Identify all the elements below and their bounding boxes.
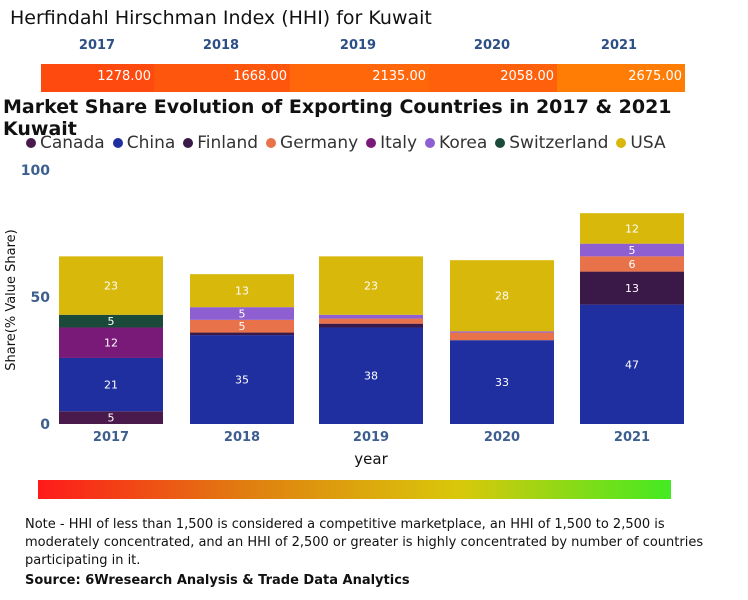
- stacked-bar-chart: 0 50 100 Share(% Value Share) 5 21 12 5 23 2017 35…: [4, 163, 684, 468]
- data-label: 12: [104, 337, 118, 350]
- hhi-value: 2135.00: [372, 69, 426, 84]
- legend-item-italy[interactable]: Italy: [366, 133, 417, 153]
- legend-swatch: [366, 138, 377, 148]
- legend-item-switzerland[interactable]: Switzerland: [495, 133, 608, 153]
- legend-swatch: [112, 138, 123, 148]
- legend-item-canada[interactable]: Canada: [26, 133, 105, 153]
- legend-label: USA: [630, 133, 666, 153]
- x-axis-label: year: [354, 450, 388, 468]
- x-tick-label: 2020: [484, 430, 520, 445]
- hhi-year-2018: 2018: [202, 38, 240, 53]
- legend-label: China: [126, 133, 176, 153]
- x-tick-label: 2019: [353, 430, 389, 445]
- bar-segment-germany-2018: [190, 319, 294, 333]
- bar-segment-china-2020: [450, 340, 554, 424]
- legend-label: Canada: [40, 133, 105, 153]
- hhi-value: 1278.00: [97, 69, 151, 84]
- bar-segment-finland-2019: [319, 323, 423, 328]
- bar-segment-usa-2017: [59, 256, 163, 315]
- y-tick-label: 0: [40, 417, 50, 433]
- bar-segment-usa-2021: [580, 213, 684, 244]
- legend-label: Korea: [439, 133, 488, 153]
- data-label: 5: [239, 308, 246, 321]
- hhi-note: Note - HHI of less than 1,500 is conside…: [25, 517, 704, 568]
- concentration-gradient-scale: [38, 480, 671, 499]
- source-text: Source: 6Wresearch Analysis & Trade Data…: [25, 573, 410, 588]
- data-label: 23: [364, 280, 378, 293]
- data-label: 5: [108, 315, 115, 328]
- y-axis-label: Share(% Value Share): [4, 229, 19, 371]
- legend-item-germany[interactable]: Germany: [266, 133, 358, 153]
- data-label: 5: [108, 412, 115, 425]
- data-label: 47: [625, 358, 639, 371]
- hhi-cell-2017: 1278.00: [41, 64, 154, 92]
- data-label: 33: [495, 376, 509, 389]
- data-label: 23: [104, 280, 118, 293]
- legend-swatch: [266, 138, 277, 148]
- legend-label: Germany: [280, 133, 359, 153]
- bar-segment-china-2017: [59, 357, 163, 412]
- legend-item-usa[interactable]: USA: [616, 133, 666, 153]
- bar-segment-finland-2021: [580, 271, 684, 305]
- legend-label: Switzerland: [509, 133, 609, 153]
- hhi-cell-2021: 2675.00: [557, 64, 685, 92]
- legend-swatch: [616, 138, 627, 148]
- bar-segment-germany-2019: [319, 318, 423, 324]
- bar-segment-china-2019: [319, 327, 423, 424]
- bar-segment-korea-2018: [190, 307, 294, 320]
- data-label: 21: [104, 379, 118, 392]
- bar-segment-finland-2018: [190, 332, 294, 336]
- legend-item-finland[interactable]: Finland: [183, 133, 258, 153]
- hhi-value: 2058.00: [500, 69, 554, 84]
- hhi-title: Herfindahl Hirschman Index (HHI) for Kuw…: [10, 7, 432, 29]
- bar-segment-china-2021: [580, 304, 684, 424]
- hhi-value: 2675.00: [628, 69, 682, 84]
- x-tick-label: 2021: [614, 430, 650, 445]
- legend-label: Finland: [197, 133, 259, 153]
- data-label: 6: [629, 258, 636, 271]
- bar-segment-usa-2019: [319, 256, 423, 315]
- bar-segment-korea-2021: [580, 243, 684, 257]
- bar-segment-korea-2020: [450, 331, 554, 333]
- hhi-year-2020: 2020: [473, 38, 511, 53]
- hhi-year-2021: 2021: [600, 38, 638, 53]
- bar-segment-germany-2020: [450, 332, 554, 341]
- hhi-cell-2019: 2135.00: [290, 64, 429, 92]
- hhi-value: 1668.00: [233, 69, 287, 84]
- data-label: 12: [625, 222, 639, 235]
- x-tick-label: 2018: [224, 430, 260, 445]
- bar-segment-usa-2020: [450, 260, 554, 332]
- data-label: 38: [364, 370, 378, 383]
- bar-segment-switzerland-2017: [59, 314, 163, 328]
- bar-segment-canada-2017: [59, 411, 163, 424]
- legend-label: Italy: [380, 133, 418, 153]
- bar-segment-germany-2021: [580, 256, 684, 272]
- hhi-value-bar: 1278.00 1668.00 2135.00 2058.00 2675.00: [41, 64, 685, 92]
- hhi-year-2019: 2019: [339, 38, 377, 53]
- bar-segment-china-2018: [190, 335, 294, 424]
- data-label: 13: [625, 282, 639, 295]
- legend-swatch: [26, 138, 36, 148]
- bar-segment-usa-2018: [190, 274, 294, 308]
- data-label: 13: [235, 285, 249, 298]
- data-label: 35: [235, 374, 249, 387]
- legend-swatch: [183, 138, 194, 148]
- chart-legend: Canada China Finland Germany Italy Korea Switz…: [26, 133, 674, 153]
- hhi-year-2017: 2017: [78, 38, 116, 53]
- data-label: 5: [629, 244, 636, 257]
- legend-swatch: [425, 138, 436, 148]
- legend-swatch: [495, 138, 506, 148]
- data-label: 5: [239, 320, 246, 333]
- hhi-cell-2020: 2058.00: [429, 64, 557, 92]
- chart-title: Market Share Evolution of Exporting Coun…: [3, 96, 672, 140]
- y-tick-label: 100: [21, 163, 50, 179]
- data-label: 28: [495, 290, 509, 303]
- legend-item-korea[interactable]: Korea: [425, 133, 487, 153]
- y-tick-label: 50: [31, 290, 51, 306]
- legend-item-china[interactable]: China: [112, 133, 176, 153]
- x-tick-label: 2017: [93, 430, 129, 445]
- bar-segment-korea-2019: [319, 314, 423, 319]
- hhi-cell-2018: 1668.00: [154, 64, 290, 92]
- bar-segment-italy-2017: [59, 327, 163, 358]
